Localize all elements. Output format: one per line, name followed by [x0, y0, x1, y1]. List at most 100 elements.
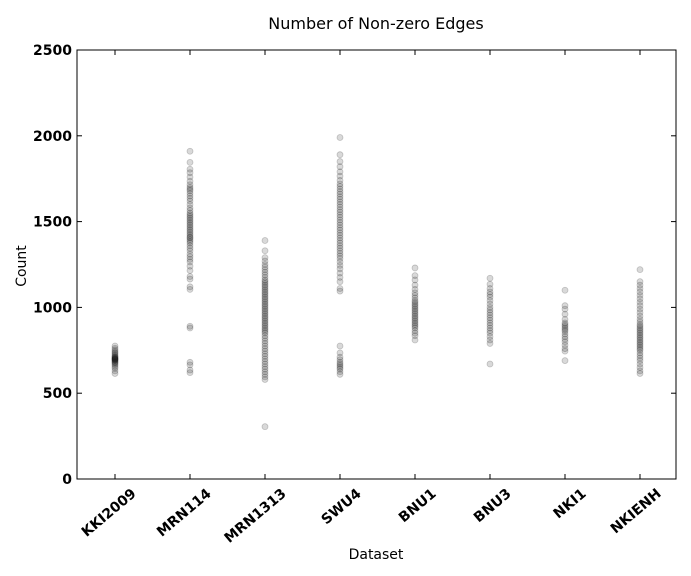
data-point	[411, 336, 419, 344]
data-point	[336, 206, 344, 213]
data-points	[111, 134, 644, 431]
x-tick-label: NKI1	[551, 486, 590, 522]
data-point	[111, 355, 119, 363]
data-point	[411, 309, 419, 316]
data-point	[261, 370, 269, 378]
data-point	[636, 341, 644, 349]
data-point	[261, 360, 269, 368]
data-point	[561, 341, 569, 349]
data-point	[261, 273, 269, 281]
data-point	[336, 278, 344, 286]
data-point	[486, 319, 494, 327]
data-point	[336, 349, 344, 357]
data-point	[261, 254, 269, 262]
data-point	[636, 331, 644, 339]
data-point	[261, 350, 269, 358]
data-point	[636, 324, 644, 332]
data-point	[186, 216, 194, 224]
data-point	[336, 265, 344, 273]
data-point	[186, 223, 194, 231]
data-point	[411, 276, 419, 284]
data-point	[261, 268, 269, 276]
data-point	[636, 312, 644, 320]
data-point	[486, 300, 494, 308]
data-point	[336, 269, 344, 277]
data-point	[336, 193, 344, 201]
data-point	[411, 324, 419, 332]
data-point	[411, 322, 419, 330]
data-point	[111, 359, 119, 367]
data-point	[336, 216, 344, 224]
data-point	[186, 361, 194, 369]
data-point	[111, 346, 119, 354]
data-point	[561, 310, 569, 318]
data-point	[111, 364, 119, 372]
data-point	[261, 337, 269, 345]
data-point	[636, 367, 644, 375]
data-point	[261, 285, 269, 292]
data-point	[336, 221, 344, 229]
data-point	[261, 334, 269, 342]
data-point	[636, 322, 644, 330]
data-point	[336, 239, 344, 247]
data-point	[561, 347, 569, 355]
data-point	[561, 328, 569, 335]
data-point	[261, 321, 269, 328]
data-point	[261, 291, 269, 299]
data-point	[636, 281, 644, 289]
data-point	[261, 263, 269, 271]
data-point	[111, 350, 119, 358]
data-point	[336, 252, 344, 260]
data-point	[336, 261, 344, 269]
data-point	[186, 255, 194, 263]
data-point	[486, 336, 494, 344]
data-point	[111, 370, 119, 377]
data-point	[261, 279, 269, 287]
data-point	[186, 267, 194, 274]
data-point	[261, 295, 269, 303]
data-point	[486, 360, 494, 368]
data-point	[111, 355, 119, 363]
data-point	[186, 250, 194, 258]
x-tick-label: MRN1313	[222, 486, 290, 547]
data-point	[636, 291, 644, 299]
x-axis: KKI2009 MRN114 MRN1313 SWU4 BNU1 BNU3 NKI1 NKIE…	[79, 50, 665, 547]
data-point	[636, 326, 644, 334]
data-point	[336, 249, 344, 257]
data-point	[486, 280, 494, 288]
data-point	[186, 158, 194, 166]
data-point	[636, 305, 644, 313]
data-point	[186, 230, 194, 238]
data-point	[411, 319, 419, 327]
data-point	[636, 321, 644, 328]
data-point	[411, 332, 419, 340]
data-point	[636, 318, 644, 326]
data-point	[261, 266, 269, 274]
data-point	[111, 353, 119, 360]
data-point	[411, 285, 419, 293]
data-point	[336, 258, 344, 266]
data-point	[336, 237, 344, 244]
data-point	[336, 368, 344, 376]
data-point	[336, 151, 344, 159]
data-point	[186, 197, 194, 205]
data-point	[561, 321, 569, 328]
data-point	[636, 295, 644, 303]
data-point	[186, 177, 194, 185]
x-tick-label: SWU4	[319, 486, 365, 528]
data-point	[636, 328, 644, 335]
data-point	[186, 173, 194, 181]
data-point	[636, 370, 644, 377]
data-point	[111, 354, 119, 362]
data-point	[261, 368, 269, 376]
data-point	[261, 347, 269, 355]
data-point	[186, 185, 194, 193]
data-point	[261, 310, 269, 318]
data-point	[636, 278, 644, 286]
y-tick-label: 1500	[33, 215, 72, 231]
data-point	[261, 286, 269, 294]
data-point	[261, 423, 269, 431]
data-point	[486, 340, 494, 347]
data-point	[636, 336, 644, 344]
data-point	[336, 163, 344, 171]
